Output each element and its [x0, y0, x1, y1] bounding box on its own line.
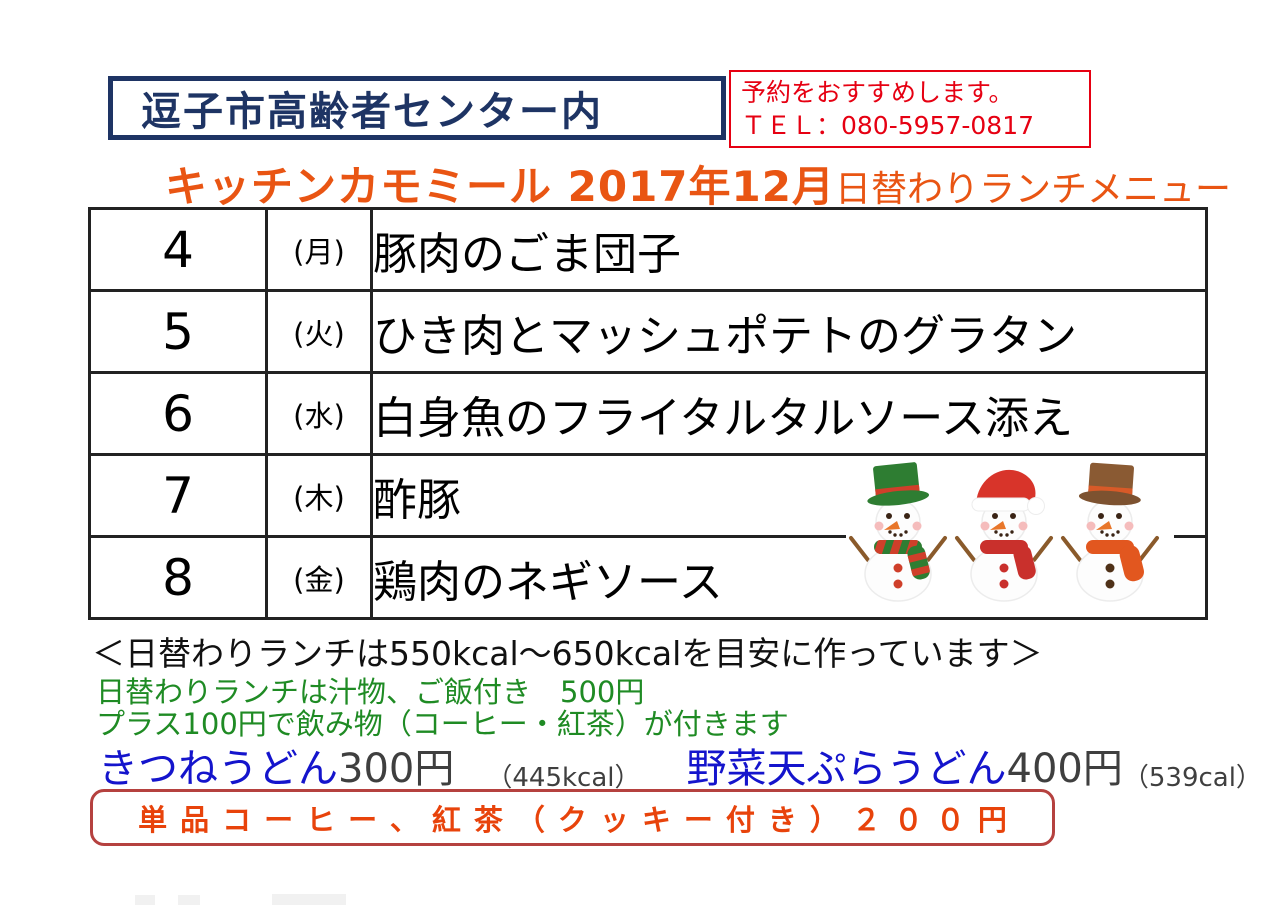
- table-row: 6 (水) 白身魚のフライタルタルソース添え: [88, 371, 1208, 456]
- dish-name: ひき肉とマッシュポテトのグラタン: [370, 289, 1208, 374]
- day-number: 7: [88, 453, 268, 538]
- weekday: (木): [265, 453, 373, 538]
- title-shop-month: キッチンカモミール 2017年12月: [165, 162, 835, 211]
- reservation-note: 予約をおすすめします。: [741, 78, 1014, 107]
- location-box: 逗子市高齢者センター内: [108, 76, 726, 140]
- udon2-price: 400円: [1006, 746, 1123, 792]
- dish-name: 白身魚のフライタルタルソース添え: [370, 371, 1208, 456]
- coffee-offer-text: 単品コーヒー、紅茶（クッキー付き）２００円: [138, 802, 1020, 837]
- weekday: (火): [265, 289, 373, 374]
- page-edge-artifact: [272, 894, 346, 905]
- weekday: (金): [265, 535, 373, 620]
- calorie-guide-note: ＜日替わりランチは550kcal～650kcalを目安に作っています＞: [92, 634, 1043, 673]
- reservation-phone: ＴＥＬ：080-5957-0817: [741, 111, 1035, 140]
- page-title: キッチンカモミール 2017年12月 日替わりランチメニュー: [165, 153, 1231, 214]
- reservation-box: 予約をおすすめします。 ＴＥＬ：080-5957-0817: [729, 70, 1091, 148]
- day-number: 4: [88, 207, 268, 292]
- snowman-green-hat: [849, 462, 947, 602]
- udon2-name: 野菜天ぷらうどん: [686, 746, 1007, 792]
- table-row: 5 (火) ひき肉とマッシュポテトのグラタン: [88, 289, 1208, 374]
- udon1-name: きつねうどん: [98, 746, 338, 792]
- udon1-price: 300円: [338, 746, 455, 792]
- day-number: 6: [88, 371, 268, 456]
- weekday: (月): [265, 207, 373, 292]
- drink-option-note: プラス100円で飲み物（コーヒー・紅茶）が付きます: [96, 707, 789, 741]
- snowmen-icon: [849, 462, 1159, 602]
- day-number: 8: [88, 535, 268, 620]
- lunch-includes-note: 日替わりランチは汁物、ご飯付き 500円: [96, 675, 645, 709]
- day-number: 5: [88, 289, 268, 374]
- dish-name: 豚肉のごま団子: [370, 207, 1208, 292]
- table-row: 4 (月) 豚肉のごま団子: [88, 207, 1208, 292]
- snowmen-illustration: [846, 456, 1174, 611]
- snowman-santa-hat: [955, 469, 1053, 602]
- title-menu-label: 日替わりランチメニュー: [834, 169, 1231, 210]
- location-title: 逗子市高齢者センター内: [141, 89, 603, 135]
- udon1-kcal: （445kcal）: [486, 763, 641, 793]
- udon2-kcal: （539cal）: [1122, 763, 1262, 793]
- page-edge-artifact: [178, 895, 200, 905]
- page-edge-artifact: [135, 895, 155, 905]
- coffee-offer-box: 単品コーヒー、紅茶（クッキー付き）２００円: [90, 789, 1055, 846]
- snowman-brown-hat: [1061, 462, 1159, 602]
- weekday: (水): [265, 371, 373, 456]
- udon-price-line: きつねうどん 300円 （445kcal） 野菜天ぷらうどん 400円 （539…: [98, 736, 1262, 794]
